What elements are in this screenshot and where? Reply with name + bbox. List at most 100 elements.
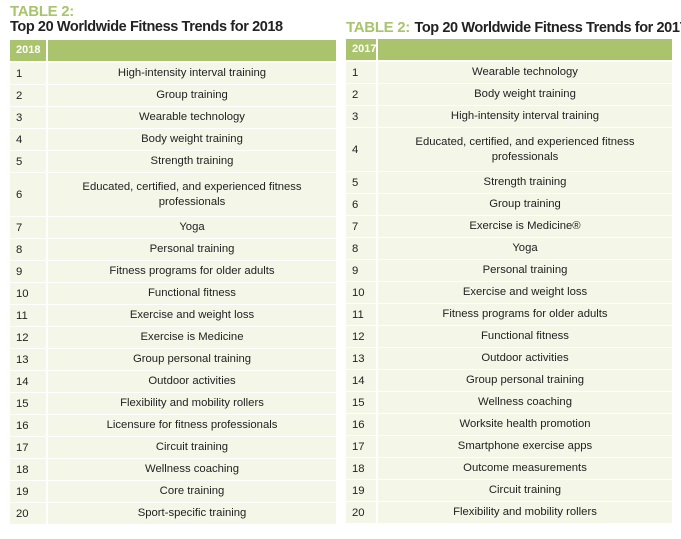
rank: 6 [346,194,378,215]
rank: 5 [10,151,48,172]
table-label: TABLE 2: [10,3,74,20]
table-row: 5 Strength training [346,172,672,194]
rank: 2 [346,84,378,105]
table-row: 4 Educated, certified, and experienced fi… [346,128,672,172]
table-row: 6 Group training [346,194,672,216]
trend-name: Smartphone exercise apps [457,440,593,452]
rank: 16 [346,414,378,435]
rank: 11 [346,304,378,325]
rank: 20 [10,503,48,524]
rank: 2 [10,85,48,106]
trend-name: Body weight training [141,133,243,145]
table-row: 17 Smartphone exercise apps [346,436,672,458]
trend-name: Yoga [179,221,205,233]
table-row: 10 Exercise and weight loss [346,282,672,304]
rank: 8 [346,238,378,259]
trend-name: Functional fitness [148,287,236,299]
trend-name: High-intensity interval training [450,110,600,122]
table-row: 20 Flexibility and mobility rollers [346,502,672,524]
trend-name: High-intensity interval training [117,67,267,79]
table-row: 5 Strength training [10,151,336,173]
rank: 15 [10,393,48,414]
trend-name: Personal training [149,243,235,255]
table-grid: 2017 1 Wearable technology 2 Body weight tr… [346,39,672,524]
trend-name: Outdoor activities [481,352,569,364]
rank: 14 [10,371,48,392]
table-label: TABLE 2: [346,19,410,36]
rank: 17 [10,437,48,458]
rank: 5 [346,172,378,193]
rank: 6 [10,173,48,216]
table-header-row: 2017 [346,39,672,62]
table-row: 11 Exercise and weight loss [10,305,336,327]
rank: 9 [346,260,378,281]
rank: 12 [346,326,378,347]
table-row: 6 Educated, certified, and experienced fi… [10,173,336,217]
table-row: 16 Licensure for fitness professionals [10,415,336,437]
rank: 7 [10,217,48,238]
table-grid: 2018 1 High-intensity interval training 2 G… [10,40,336,525]
trend-name: Exercise and weight loss [462,286,588,298]
table-row: 12 Functional fitness [346,326,672,348]
rank: 14 [346,370,378,391]
table-row: 14 Outdoor activities [10,371,336,393]
trend-name: Strength training [150,155,234,167]
rank: 19 [10,481,48,502]
table-row: 15 Flexibility and mobility rollers [10,393,336,415]
trend-name: Group training [489,198,561,210]
table-title: Top 20 Worldwide Fitness Trends for 2018 [10,19,283,35]
table-row: 7 Exercise is Medicine® [346,216,672,238]
table-row: 19 Circuit training [346,480,672,502]
trend-name: Educated, certified, and experienced fit… [415,135,635,163]
table-row: 2 Body weight training [346,84,672,106]
table-heading: TABLE 2: Top 20 Worldwide Fitness Trends… [346,19,681,37]
trend-name: Educated, certified, and experienced fit… [82,180,302,208]
table-row: 18 Wellness coaching [10,459,336,481]
trend-name: Fitness programs for older adults [109,265,275,277]
trend-name: Body weight training [474,88,576,100]
table-title: Top 20 Worldwide Fitness Trends for 2017 [414,20,681,36]
table-row: 7 Yoga [10,217,336,239]
trend-name: Flexibility and mobility rollers [453,506,597,518]
rank: 4 [10,129,48,150]
trend-name: Personal training [482,264,568,276]
rank: 11 [10,305,48,326]
rank: 13 [10,349,48,370]
rank: 20 [346,502,378,523]
trend-name: Wellness coaching [478,396,572,408]
trend-name: Exercise and weight loss [129,309,255,321]
table-header-row: 2018 [10,40,336,63]
trend-name: Strength training [483,176,567,188]
trend-name: Outcome measurements [463,462,587,474]
table-row: 4 Body weight training [10,129,336,151]
table-row: 10 Functional fitness [10,283,336,305]
table-row: 3 High-intensity interval training [346,106,672,128]
trend-name: Exercise is Medicine® [469,220,581,232]
table-row: 16 Worksite health promotion [346,414,672,436]
trend-name: Functional fitness [481,330,569,342]
table-row: 19 Core training [10,481,336,503]
rank: 15 [346,392,378,413]
trend-name: Circuit training [155,441,229,453]
table-row: 17 Circuit training [10,437,336,459]
table-row: 1 High-intensity interval training [10,63,336,85]
rank: 7 [346,216,378,237]
trend-name: Sport-specific training [137,507,247,519]
table-row: 20 Sport-specific training [10,503,336,525]
rank: 12 [10,327,48,348]
trend-name: Fitness programs for older adults [442,308,608,320]
rank: 10 [346,282,378,303]
trend-name: Outdoor activities [148,375,236,387]
trend-name: Licensure for fitness professionals [106,419,278,431]
rank: 13 [346,348,378,369]
trend-name: Exercise is Medicine [140,331,244,343]
table-row: 1 Wearable technology [346,62,672,84]
rank: 3 [10,107,48,128]
table-row: 14 Group personal training [346,370,672,392]
rank: 17 [346,436,378,457]
trend-name: Group training [156,89,228,101]
trend-name: Wellness coaching [145,463,239,475]
table-body: 1 High-intensity interval training 2 Group … [10,63,336,525]
trend-name: Wearable technology [472,66,578,78]
trend-name: Circuit training [488,484,562,496]
